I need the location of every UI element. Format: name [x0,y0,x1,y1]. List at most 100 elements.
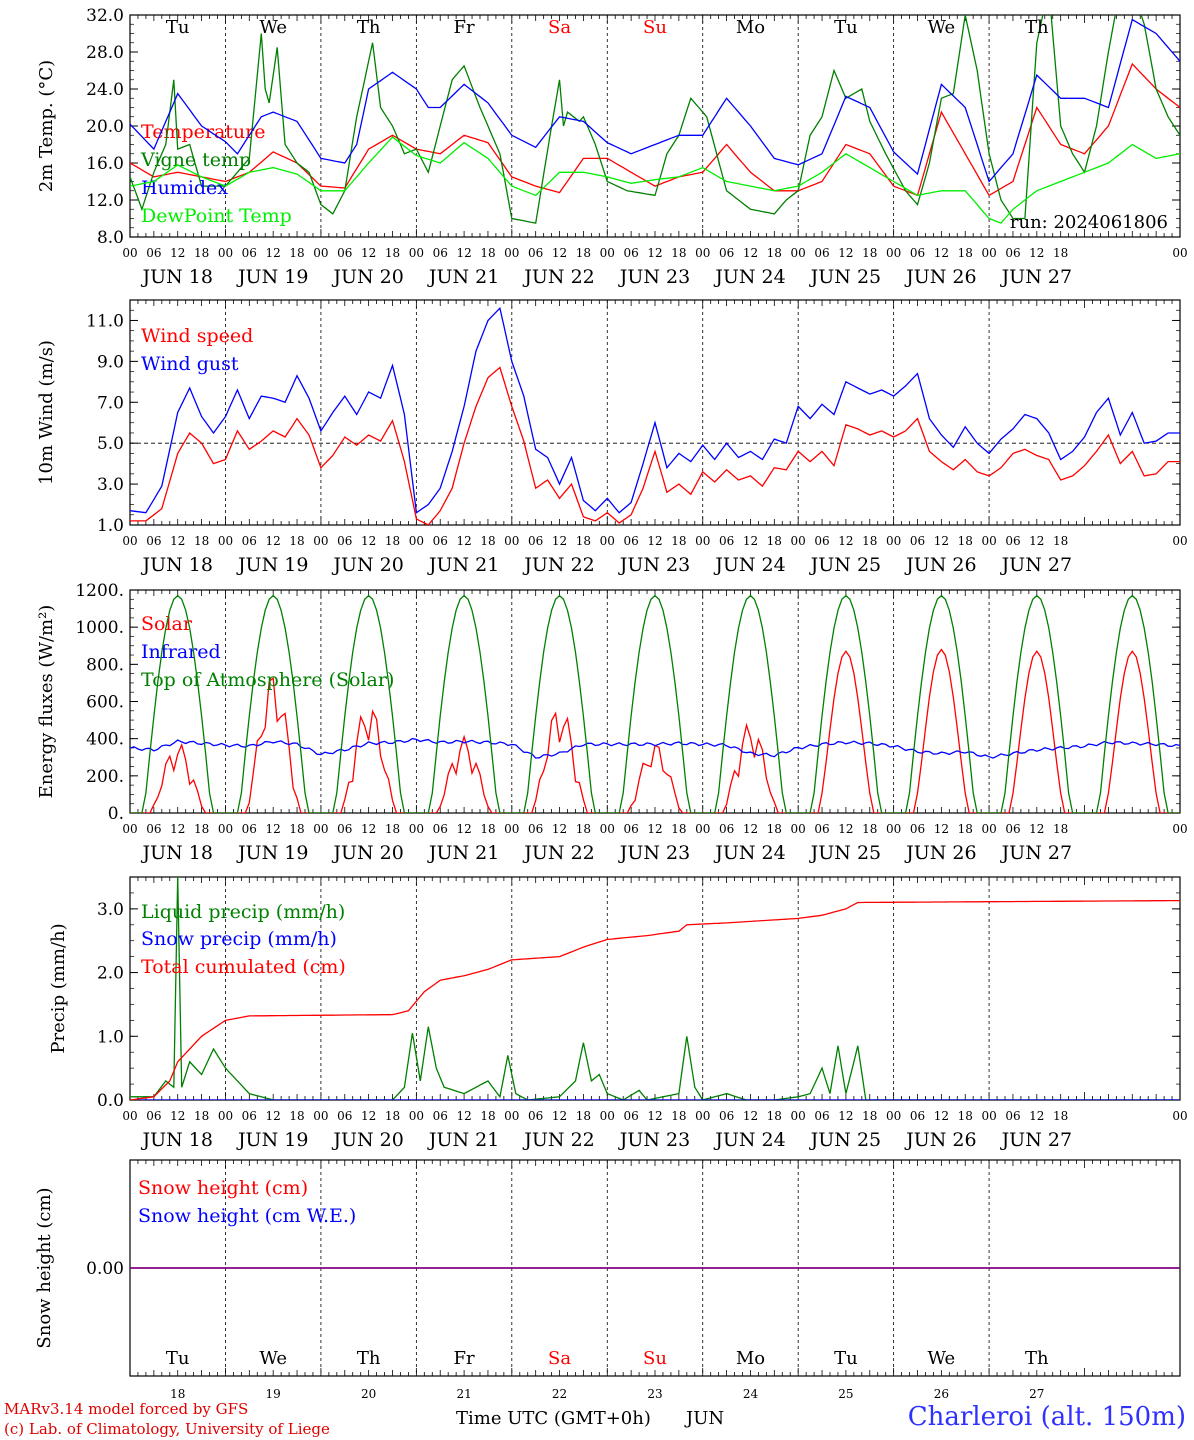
hour-label: 00 [409,534,424,548]
hour-label: 06 [146,822,161,836]
legend-temperature: Temperature [141,121,265,143]
date-label: JUN 22 [522,842,594,864]
hour-label: 18 [958,534,973,548]
hour-label: 00 [218,822,233,836]
hour-label: 00 [981,534,996,548]
panel-temp: 8.0 12.0 16.0 20.0 24.0 28.0 32.0 2m Temp. (°C)… [36,6,1188,288]
weekday-label: Fr [454,17,475,38]
hour-label: 18 [671,822,686,836]
hour-label: 00 [886,246,901,260]
hour-label: 06 [528,822,543,836]
legend-humidex: Humidex [141,177,228,199]
hour-label: 06 [242,1109,257,1123]
hour-label: 18 [289,534,304,548]
hour-label: 12 [456,246,471,260]
legend-wind-gust: Wind gust [141,353,239,375]
hour-label: 12 [266,246,281,260]
legend-dewpoint-temp: DewPoint Temp [141,205,292,227]
y-tick-label: 200. [86,767,124,787]
hour-label: 12 [361,822,376,836]
hour-label: 12 [266,534,281,548]
date-label: JUN 20 [331,842,403,864]
date-label: JUN 24 [713,554,785,576]
weekday-label: Th [357,1348,381,1369]
month-label: JUN [684,1408,724,1429]
time-axis-label: Time UTC (GMT+0h) [456,1408,651,1429]
hour-label: 06 [1005,1109,1020,1123]
hour-label: 18 [385,534,400,548]
date-label: JUN 26 [904,842,976,864]
hour-label: 00 [122,822,137,836]
y-tick-label: 11.0 [86,311,124,331]
hour-label: 18 [1053,822,1068,836]
date-label: JUN 25 [809,1129,881,1151]
hour-label: 18 [767,1109,782,1123]
hour-label: 12 [934,534,949,548]
hour-label: 00 [695,1109,710,1123]
series-infrared [130,737,1180,759]
hour-label: 12 [647,1109,662,1123]
weekday-label: Fr [454,1348,475,1369]
y-tick-label: 3.0 [97,900,124,920]
weekday-label: Tu [166,1348,190,1369]
hour-label: 12 [361,534,376,548]
hour-label: 06 [1005,822,1020,836]
hour-label: 12 [552,822,567,836]
hour-label: 00 [313,822,328,836]
hour-label: 06 [719,534,734,548]
y-tick-label: 1.0 [97,1027,124,1047]
hour-label: 06 [146,246,161,260]
hour-label: 18 [480,246,495,260]
hour-label: 00 [122,1109,137,1123]
hour-label: 06 [719,246,734,260]
y-tick-label: 0.00 [86,1259,124,1279]
hour-label: 12 [838,1109,853,1123]
hour-label: 06 [337,1109,352,1123]
y-axis-label: Snow height (cm) [34,1187,55,1348]
hour-label: 12 [934,822,949,836]
hour-label: 18 [767,822,782,836]
hour-label: 18 [767,246,782,260]
hour-label: 12 [266,1109,281,1123]
day-number-label: 20 [361,1387,376,1401]
series-vigne-temp [130,15,1180,224]
legend-infrared: Infrared [141,641,221,663]
series-humidex [130,18,1180,183]
hour-label: 06 [146,1109,161,1123]
hour-label: 00 [218,534,233,548]
hour-label: 06 [719,1109,734,1123]
hour-label: 12 [170,1109,185,1123]
weekday-label: Sa [548,17,571,38]
hour-label: 06 [242,246,257,260]
hour-label: 12 [456,534,471,548]
hour-label: 18 [194,534,209,548]
hour-label: 00 [218,1109,233,1123]
hour-label: 06 [242,534,257,548]
day-number-label: 27 [1029,1387,1044,1401]
hour-label: 06 [146,534,161,548]
series-top-of-atmosphere-solar- [130,594,1180,813]
y-tick-label: 2.0 [97,964,124,984]
date-label: JUN 22 [522,266,594,288]
day-number-label: 25 [838,1387,853,1401]
hour-label: 00 [791,534,806,548]
hour-label: 00 [122,534,137,548]
date-label: JUN 20 [331,554,403,576]
hour-label: 18 [958,246,973,260]
hour-label: 12 [838,822,853,836]
hour-label: 12 [838,246,853,260]
weekday-label: We [928,1348,956,1369]
hour-label: 06 [1005,534,1020,548]
hour-label: 06 [433,246,448,260]
hour-label: 12 [647,534,662,548]
hour-label: 18 [862,822,877,836]
weekday-label: We [259,17,287,38]
hour-label: 12 [934,1109,949,1123]
hour-label: 12 [647,822,662,836]
panel-energy: 0. 200. 400. 600. 800. 1000. 1200. Energy fluxe… [36,581,1188,864]
hour-label: 00 [218,246,233,260]
hour-label: 06 [337,822,352,836]
hour-label: 00 [981,246,996,260]
date-label: JUN 19 [236,842,308,864]
